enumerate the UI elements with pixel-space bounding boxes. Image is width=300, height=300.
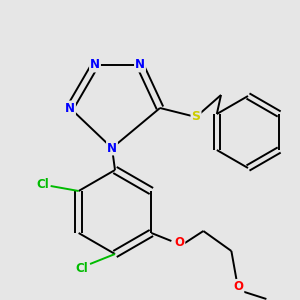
Text: N: N — [135, 58, 145, 71]
Text: O: O — [233, 280, 243, 293]
Text: N: N — [65, 101, 75, 115]
Text: Cl: Cl — [36, 178, 49, 190]
Text: O: O — [174, 236, 184, 250]
Text: N: N — [107, 142, 117, 154]
Text: N: N — [90, 58, 100, 71]
Text: S: S — [191, 110, 200, 124]
Text: Cl: Cl — [76, 262, 88, 275]
